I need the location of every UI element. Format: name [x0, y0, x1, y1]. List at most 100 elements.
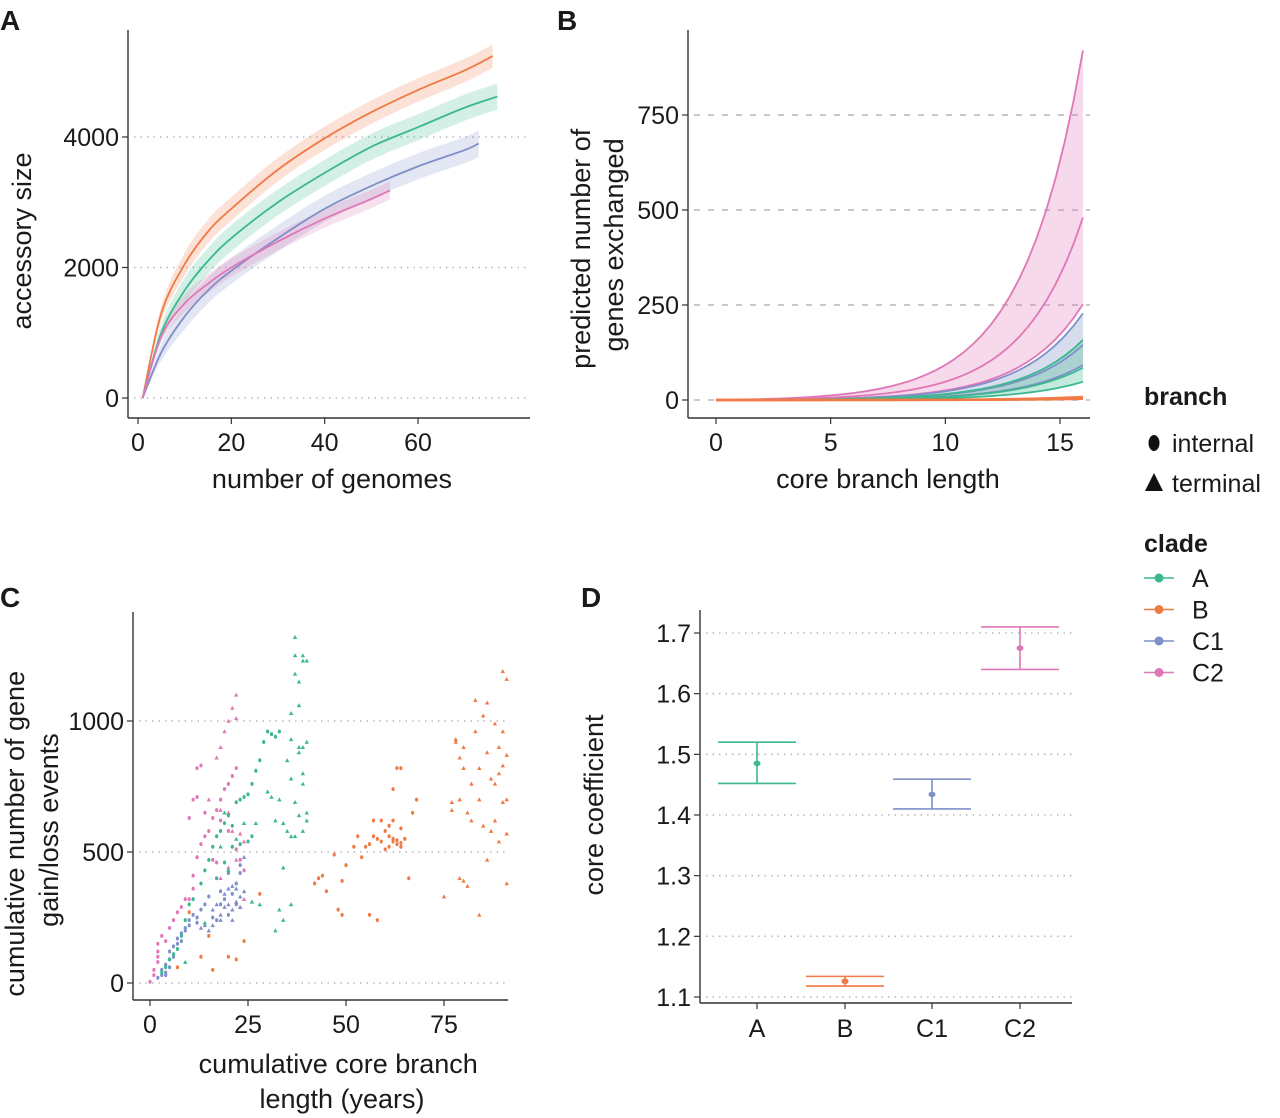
curve-c1 [141, 142, 480, 399]
grid-d [706, 632, 1072, 998]
x-tick-label-d: C2 [1004, 1015, 1036, 1043]
point-internal-b [356, 834, 360, 839]
marks-d [718, 626, 1059, 987]
errorbar-c2 [981, 626, 1059, 671]
point-terminal-a [277, 907, 282, 912]
point-terminal-b [504, 881, 509, 886]
point-terminal-b [453, 739, 458, 744]
point-internal-b [399, 844, 403, 849]
point-terminal-b [453, 737, 458, 742]
point-internal-a [211, 844, 215, 849]
bands-b [716, 50, 1083, 401]
point-terminal-c1 [210, 907, 215, 912]
point-internal-b [320, 873, 325, 878]
y-tick-label-c: 500 [82, 839, 124, 867]
curve-b-lower [715, 397, 1083, 402]
point-terminal-a [285, 758, 290, 763]
y-tick-label-d: 1.7 [656, 620, 691, 648]
point-terminal-b [484, 857, 490, 862]
point-terminal-c2 [234, 692, 239, 697]
point-terminal-c2 [234, 857, 239, 862]
point-internal-b [344, 863, 348, 868]
point-internal-b [324, 889, 328, 894]
point-terminal-c1 [230, 883, 235, 888]
point-terminal-c1 [234, 899, 239, 904]
point-terminal-c2 [218, 745, 223, 749]
point-internal-c2 [234, 847, 238, 852]
y-tick-label-c: 1000 [68, 708, 124, 736]
point-internal-b [387, 834, 391, 839]
legend-dot-icon [1154, 605, 1164, 614]
point-internal-c2 [187, 897, 191, 902]
point-terminal-b [496, 771, 502, 776]
point-internal-b [407, 876, 411, 881]
point-internal-c2 [203, 810, 207, 815]
point-terminal-a [281, 820, 286, 825]
point-terminal-a [288, 710, 294, 715]
x-tick-label-a: 40 [311, 429, 339, 457]
point-terminal-c1 [218, 917, 223, 922]
point-terminal-a [304, 658, 309, 663]
point-terminal-a [269, 794, 274, 799]
panel-d: D A B C1 C2 1.1 1.2 1.3 1.4 1.5 1.6 1.7 core coeff… [579, 582, 1072, 1043]
point-terminal-a [257, 902, 262, 907]
point-internal-b [316, 876, 321, 881]
y-tick-label-a: 2000 [63, 255, 119, 283]
point-estimate-c2 [1016, 645, 1024, 651]
x-tick-label-b: 5 [824, 429, 838, 457]
point-internal-b [375, 836, 379, 841]
point-terminal-a [249, 899, 255, 904]
point-terminal-b [496, 745, 502, 749]
point-internal-c2 [211, 815, 215, 820]
point-terminal-c1 [206, 928, 211, 933]
point-internal-c1 [215, 918, 219, 923]
point-terminal-a [300, 745, 306, 749]
point-internal-c1 [168, 965, 172, 970]
point-internal-c1 [195, 915, 199, 920]
point-terminal-b [500, 729, 505, 734]
point-terminal-a [183, 959, 188, 964]
legend-item-terminal: terminal [1145, 470, 1261, 498]
point-internal-b [199, 954, 203, 959]
x-tick-label-a: 0 [131, 429, 145, 457]
point-internal-b [391, 818, 395, 823]
y-tick-label-b: 250 [637, 292, 679, 320]
point-terminal-c2 [241, 839, 247, 844]
point-internal-b [399, 826, 403, 831]
panel-letter-d: D [581, 582, 601, 613]
point-terminal-c1 [202, 923, 208, 928]
point-internal-a [207, 857, 211, 862]
point-terminal-a [234, 836, 239, 841]
point-terminal-c2 [226, 865, 231, 870]
point-internal-b [395, 838, 399, 843]
point-terminal-c2 [214, 755, 219, 760]
point-terminal-c1 [226, 886, 231, 891]
point-internal-c2 [171, 918, 176, 923]
y-tick-label-b: 750 [637, 102, 679, 130]
point-internal-c2 [195, 855, 199, 860]
axes-b: 0 5 10 15 0 250 500 750 [637, 30, 1090, 457]
y-tick-label-b: 0 [665, 387, 679, 415]
x-axis-title-c: cumulative core branch length (years) [199, 1049, 486, 1114]
point-internal-a [246, 839, 250, 844]
point-terminal-a [288, 834, 294, 839]
point-terminal-a [288, 902, 294, 907]
point-terminal-b [477, 797, 482, 802]
point-estimate-c1 [928, 791, 936, 798]
point-internal-a [277, 729, 281, 734]
legend-title-branch: branch [1144, 383, 1227, 411]
point-internal-a [218, 829, 223, 834]
legend-label-terminal: terminal [1172, 470, 1261, 498]
point-internal-b [395, 766, 399, 771]
point-internal-c2 [152, 967, 156, 972]
y-tick-label-d: 1.5 [656, 741, 691, 769]
point-internal-a [230, 823, 234, 828]
point-internal-b [399, 766, 403, 771]
x-tick-label-c: 0 [143, 1011, 157, 1039]
x-tick-label-c: 50 [332, 1011, 360, 1039]
point-internal-c2 [222, 787, 227, 792]
y-axis-title-c-line2: gain/loss events [34, 733, 64, 927]
point-internal-b [379, 839, 383, 844]
point-internal-c2 [187, 815, 191, 820]
legend-label-clade-a: A [1192, 565, 1209, 593]
